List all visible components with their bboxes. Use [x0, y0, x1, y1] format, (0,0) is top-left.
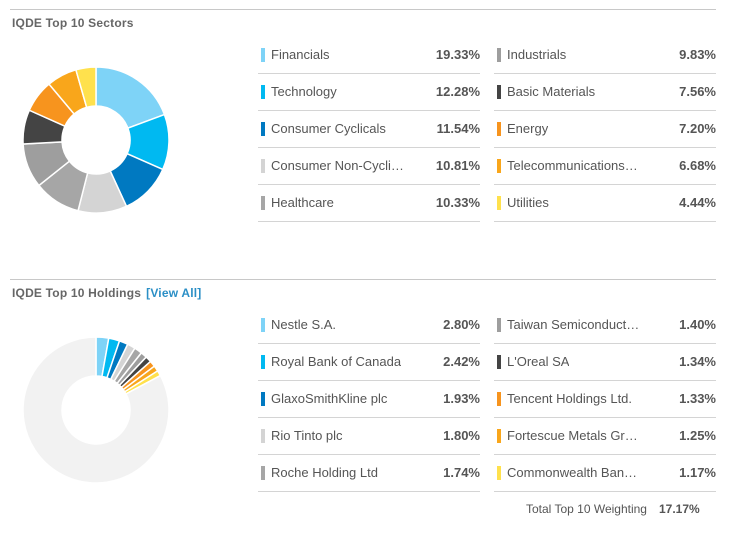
sector-row-utilities: Utilities 4.44%	[494, 185, 716, 222]
holding-row-tencent-holdings-ltd: Tencent Holdings Ltd. 1.33%	[494, 381, 716, 418]
total-weighting-value: 17.17%	[658, 502, 700, 516]
sector-name: Consumer Cyclicals	[271, 121, 386, 136]
legend-swatch	[261, 122, 265, 136]
holding-name: GlaxoSmithKline plc	[271, 391, 388, 406]
legend-swatch	[497, 196, 501, 210]
sector-row-healthcare: Healthcare 10.33%	[258, 185, 480, 222]
sector-percent: 9.83%	[679, 47, 716, 62]
sector-percent: 11.54%	[436, 121, 480, 136]
legend-swatch	[497, 48, 501, 62]
holding-percent: 1.93%	[443, 391, 480, 406]
holding-name: L'Oreal SA	[507, 354, 570, 369]
sector-row-consumer-non-cycli: Consumer Non-Cycli… 10.81%	[258, 148, 480, 185]
sector-name: Basic Materials	[507, 84, 596, 99]
holding-name: Fortescue Metals Gr…	[507, 428, 638, 443]
sector-percent: 12.28%	[435, 84, 480, 99]
holdings-section: IQDE Top 10 Holdings [View All]	[10, 279, 716, 519]
holding-name: Rio Tinto plc	[271, 428, 343, 443]
legend-swatch	[261, 429, 265, 443]
sectors-section: IQDE Top 10 Sectors	[10, 9, 716, 229]
sector-row-energy: Energy 7.20%	[494, 111, 716, 148]
sector-name: Utilities	[507, 195, 549, 210]
sector-name: Healthcare	[271, 195, 334, 210]
holdings-list-right: Taiwan Semiconduct… 1.40% L'Oreal SA 1.34% T…	[494, 307, 716, 492]
legend-swatch	[497, 392, 501, 406]
holding-row-nestle-s-a: Nestle S.A. 2.80%	[258, 307, 480, 344]
legend-swatch	[497, 159, 501, 173]
holding-name: Nestle S.A.	[271, 317, 337, 332]
sector-name: Energy	[507, 121, 549, 136]
legend-swatch	[261, 392, 265, 406]
total-weighting-label: Total Top 10 Weighting	[526, 502, 647, 516]
legend-swatch	[497, 355, 501, 369]
holding-percent: 1.33%	[679, 391, 716, 406]
holding-name: Commonwealth Ban…	[507, 465, 638, 480]
holding-row-royal-bank-of-canada: Royal Bank of Canada 2.42%	[258, 344, 480, 381]
sectors-title: IQDE Top 10 Sectors	[12, 16, 134, 30]
holding-row-glaxosmithkline-plc: GlaxoSmithKline plc 1.93%	[258, 381, 480, 418]
holdings-title: IQDE Top 10 Holdings	[12, 286, 142, 300]
holding-percent: 1.80%	[443, 428, 480, 443]
legend-swatch	[261, 196, 265, 210]
legend-swatch	[261, 466, 265, 480]
holding-row-rio-tinto-plc: Rio Tinto plc 1.80%	[258, 418, 480, 455]
holding-percent: 2.42%	[443, 354, 480, 369]
sector-row-consumer-cyclicals: Consumer Cyclicals 11.54%	[258, 111, 480, 148]
holding-percent: 1.17%	[679, 465, 716, 480]
holding-percent: 1.25%	[679, 428, 716, 443]
sector-name: Technology	[271, 84, 337, 99]
total-weighting: Total Top 10 Weighting 17.17%	[526, 502, 700, 516]
sector-name: Consumer Non-Cycli…	[271, 158, 404, 173]
sectors-list-right: Industrials 9.83% Basic Materials 7.56% Ener…	[494, 37, 716, 222]
sectors-donut-chart	[22, 66, 170, 214]
holdings-donut-chart	[22, 336, 170, 484]
holding-name: Roche Holding Ltd	[271, 465, 378, 480]
holding-percent: 1.34%	[679, 354, 716, 369]
holding-name: Royal Bank of Canada	[271, 354, 402, 369]
legend-swatch	[497, 429, 501, 443]
sector-row-telecommunications: Telecommunications… 6.68%	[494, 148, 716, 185]
sector-percent: 19.33%	[435, 47, 480, 62]
holding-row-l-oreal-sa: L'Oreal SA 1.34%	[494, 344, 716, 381]
holding-row-roche-holding-ltd: Roche Holding Ltd 1.74%	[258, 455, 480, 492]
holding-percent: 2.80%	[443, 317, 480, 332]
sector-percent: 10.33%	[435, 195, 480, 210]
holding-percent: 1.74%	[443, 465, 480, 480]
sector-percent: 4.44%	[679, 195, 716, 210]
legend-swatch	[497, 318, 501, 332]
holding-row-fortescue-metals-gr: Fortescue Metals Gr… 1.25%	[494, 418, 716, 455]
sector-row-technology: Technology 12.28%	[258, 74, 480, 111]
legend-swatch	[497, 466, 501, 480]
sector-row-industrials: Industrials 9.83%	[494, 37, 716, 74]
sector-row-basic-materials: Basic Materials 7.56%	[494, 74, 716, 111]
sector-percent: 6.68%	[679, 158, 716, 173]
sectors-list-left: Financials 19.33% Technology 12.28% Consumer…	[258, 37, 480, 222]
holding-slice-remainder	[22, 336, 170, 484]
sector-name: Financials	[271, 47, 330, 62]
sector-row-financials: Financials 19.33%	[258, 37, 480, 74]
sector-percent: 10.81%	[435, 158, 480, 173]
legend-swatch	[261, 355, 265, 369]
holding-row-taiwan-semiconduct: Taiwan Semiconduct… 1.40%	[494, 307, 716, 344]
sector-slice-utilities	[74, 66, 97, 109]
holding-name: Tencent Holdings Ltd.	[507, 391, 633, 406]
sector-name: Industrials	[507, 47, 567, 62]
holdings-divider	[10, 279, 716, 280]
sector-percent: 7.56%	[679, 84, 716, 99]
legend-swatch	[261, 85, 265, 99]
sector-percent: 7.20%	[679, 121, 716, 136]
holdings-list-left: Nestle S.A. 2.80% Royal Bank of Canada 2.42…	[258, 307, 480, 492]
legend-swatch	[497, 122, 501, 136]
holding-name: Taiwan Semiconduct…	[507, 317, 640, 332]
holding-row-commonwealth-ban: Commonwealth Ban… 1.17%	[494, 455, 716, 492]
sectors-divider	[10, 9, 716, 10]
legend-swatch	[261, 48, 265, 62]
legend-swatch	[497, 85, 501, 99]
legend-swatch	[261, 159, 265, 173]
view-all-link[interactable]: [View All]	[146, 286, 202, 300]
legend-swatch	[261, 318, 265, 332]
sector-name: Telecommunications…	[507, 158, 638, 173]
holding-percent: 1.40%	[679, 317, 716, 332]
